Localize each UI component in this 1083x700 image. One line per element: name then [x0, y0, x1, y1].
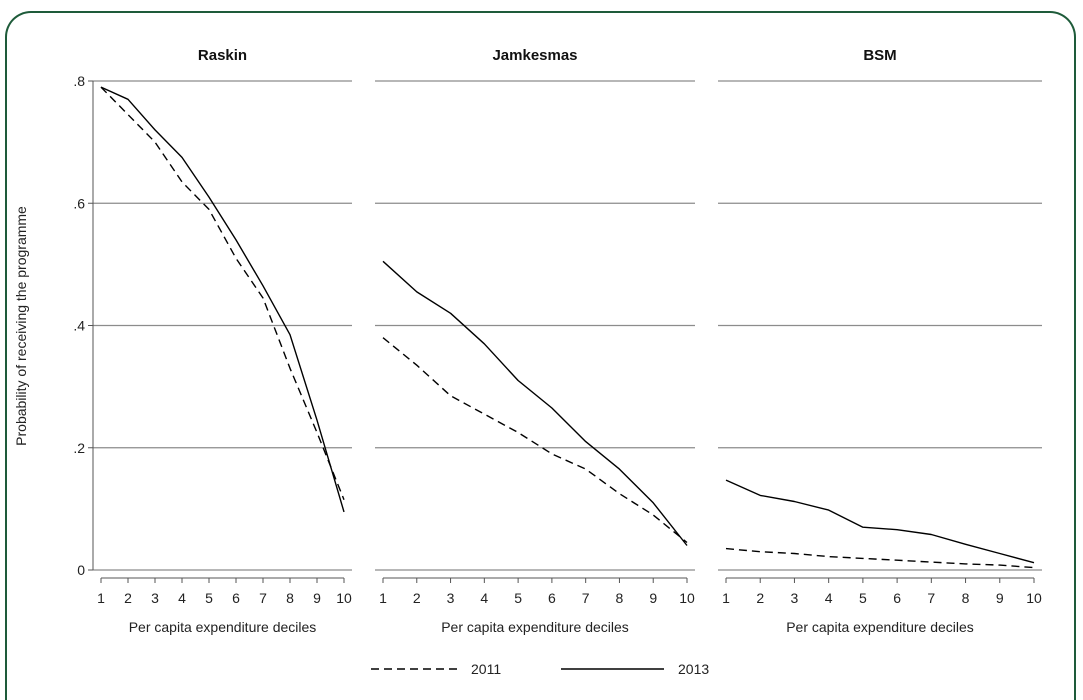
x-axis-title: Per capita expenditure deciles — [441, 619, 629, 635]
legend-label-2011: 2011 — [471, 661, 501, 677]
x-tick-label: 2 — [413, 590, 421, 606]
x-tick-label: 1 — [97, 590, 105, 606]
x-tick-label: 1 — [722, 590, 730, 606]
series-line-2011 — [725, 547, 1035, 569]
x-tick-label: 9 — [649, 590, 657, 606]
series-line-2013 — [382, 260, 688, 546]
x-tick-label: 7 — [582, 590, 590, 606]
x-tick-label: 2 — [756, 590, 764, 606]
x-tick-label: 5 — [205, 590, 213, 606]
figure-frame — [5, 11, 1076, 700]
series-line-2013 — [100, 86, 345, 513]
x-tick-label: 3 — [791, 590, 799, 606]
x-tick-label: 6 — [893, 590, 901, 606]
panel-jamkesmas: Jamkesmas 1 2 3 4 5 6 7 8 9 10 Per capita expenditu… — [375, 47, 695, 635]
x-tick-label: 10 — [679, 590, 695, 606]
series-line-2013 — [725, 479, 1035, 564]
x-tick-label: 4 — [480, 590, 488, 606]
x-tick-label: 10 — [336, 590, 352, 606]
x-tick-label: 3 — [447, 590, 455, 606]
x-tick-label: 6 — [232, 590, 240, 606]
x-tick-label: 4 — [178, 590, 186, 606]
x-tick-label: 10 — [1026, 590, 1042, 606]
x-tick-label: 1 — [379, 590, 387, 606]
panel-bsm: BSM 1 2 3 4 5 6 7 8 9 10 Per capita expenditure dec… — [718, 47, 1042, 635]
y-tick-label: .8 — [73, 73, 85, 89]
panel-title: BSM — [863, 47, 896, 64]
x-tick-label: 3 — [151, 590, 159, 606]
x-tick-label: 2 — [124, 590, 132, 606]
x-tick-label: 8 — [962, 590, 970, 606]
x-tick-label: 4 — [825, 590, 833, 606]
y-tick-label: .4 — [73, 318, 85, 334]
x-tick-label: 5 — [514, 590, 522, 606]
x-tick-label: 7 — [259, 590, 267, 606]
panel-raskin: Raskin 1 2 3 4 5 6 7 8 9 10 Per capita expenditure … — [73, 47, 352, 635]
x-axis-title: Per capita expenditure deciles — [129, 619, 317, 635]
x-axis-title: Per capita expenditure deciles — [786, 619, 974, 635]
y-tick-label: .6 — [73, 195, 85, 211]
x-tick-label: 6 — [548, 590, 556, 606]
x-tick-label: 7 — [927, 590, 935, 606]
series-line-2011 — [100, 86, 345, 500]
y-axis-title: Probability of receiving the programme — [13, 206, 29, 446]
x-tick-label: 8 — [616, 590, 624, 606]
legend-label-2013: 2013 — [678, 661, 709, 677]
y-tick-label: 0 — [77, 562, 85, 578]
panel-title: Jamkesmas — [492, 47, 577, 64]
y-tick-label: .2 — [73, 440, 85, 456]
series-line-2011 — [382, 337, 688, 544]
x-tick-label: 9 — [996, 590, 1004, 606]
x-tick-label: 8 — [286, 590, 294, 606]
x-tick-label: 9 — [313, 590, 321, 606]
x-tick-label: 5 — [859, 590, 867, 606]
panel-title: Raskin — [198, 47, 247, 64]
legend: 2011 2013 — [371, 661, 709, 677]
